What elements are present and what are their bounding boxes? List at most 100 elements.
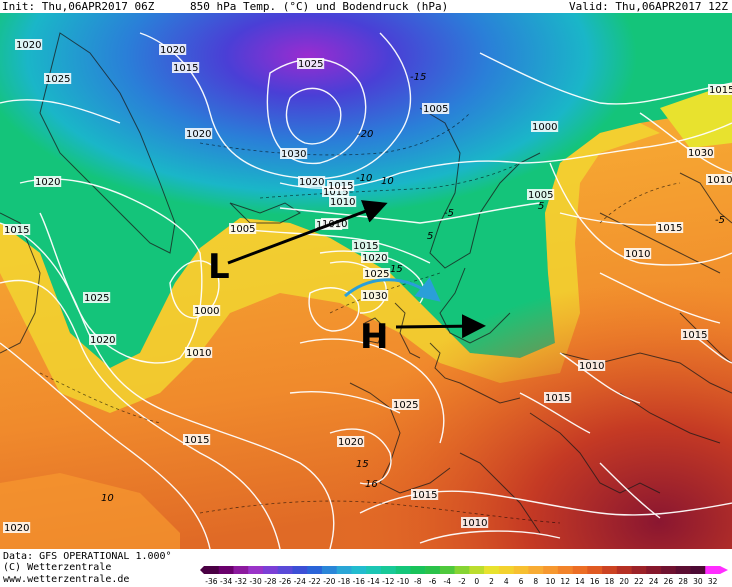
pressure-label-bg: [298, 176, 326, 187]
colorbar-swatch: [690, 566, 706, 574]
pressure-label: 1015: [4, 225, 29, 236]
weather-map: 1020102510151020102510301020101510051010…: [0, 13, 732, 549]
temperature-label: -5: [444, 208, 454, 219]
colorbar-swatch: [204, 566, 220, 574]
pressure-label-bg: [322, 186, 350, 197]
colorbar-swatch: [631, 566, 647, 574]
colorbar-swatch: [410, 566, 426, 574]
colorbar-tick-label: -30: [249, 577, 261, 586]
colorbar-tick-label: -26: [279, 577, 291, 586]
pressure-label-bg: [229, 223, 257, 234]
colorbar-tick-label: -34: [220, 577, 232, 586]
pressure-label-bg: [44, 73, 72, 84]
colorbar-swatch: [675, 566, 691, 574]
chart-title: 850 hPa Temp. (°C) und Bodendruck (hPa): [190, 0, 449, 13]
colorbar-swatch: [395, 566, 411, 574]
temperature-label: 5: [538, 201, 544, 212]
temperature-label: 10: [381, 176, 394, 187]
pressure-label-bg: [708, 84, 732, 95]
pressure-label-bg: [183, 434, 211, 445]
colorbar-tick-label: -36: [205, 577, 217, 586]
colorbar-swatch: [425, 566, 441, 574]
pressure-label: 1015: [173, 63, 198, 74]
pressure-label: 1010: [707, 175, 732, 186]
colorbar-tick-label: 20: [619, 577, 629, 586]
pressure-label-bg: [34, 176, 62, 187]
pressure-label-bg: [3, 522, 31, 533]
temperature-label: 15: [390, 264, 403, 275]
colorbar-labels: -36 -34 -32 -30 -28 -26 -24 -22 -20 -18 -16 -14 -12-…: [205, 577, 717, 586]
pressure-label: 1000: [532, 122, 557, 133]
colorbar-swatch: [616, 566, 632, 574]
colorbar-tick-label: -28: [264, 577, 276, 586]
pressure-label: 1015: [682, 330, 707, 341]
colorbar-tick-label: -24: [294, 577, 306, 586]
temperature-label: 15: [356, 459, 369, 470]
colorbar-tick-label: 30: [693, 577, 703, 586]
colorbar-swatch: [557, 566, 573, 574]
pressure-label-bg: [411, 489, 439, 500]
colorbar-tick-label: 10: [546, 577, 556, 586]
pressure-label: 1020: [338, 437, 363, 448]
colorbar-tick-label: -8: [414, 577, 422, 586]
pressure-label: 1010: [462, 518, 487, 529]
pressure-label: 1025: [298, 59, 323, 70]
pressure-label: 1015: [657, 223, 682, 234]
website-label: www.wetterzentrale.de: [3, 574, 130, 585]
pressure-label-bg: [185, 128, 213, 139]
temperature-label: -20: [357, 129, 373, 140]
colorbar-swatch: [498, 566, 514, 574]
cold-flow-arrow: [344, 277, 441, 302]
colorbar-tick-label: 22: [634, 577, 644, 586]
colorbar-swatches: [200, 566, 728, 574]
pressure-label: 1010: [330, 197, 355, 208]
temperature-labels: -20 -15 -10 -5 10 5 5 15 10 16 15 -5: [101, 72, 725, 504]
colorbar-swatch: [292, 566, 308, 574]
colorbar-tick-label: -10: [397, 577, 409, 586]
colorbar-tick-label: 16: [590, 577, 600, 586]
colorbar-swatch: [587, 566, 603, 574]
temperature-label: 5: [427, 231, 433, 242]
pressure-label-bg: [89, 334, 117, 345]
colorbar-tick-label: 24: [649, 577, 659, 586]
pressure-label-bg: [327, 180, 355, 191]
pressure-label-bg: [159, 44, 187, 55]
colorbar-max-arrow: [720, 566, 728, 574]
pressure-label: 1030: [688, 148, 713, 159]
pressure-label-bg: [329, 196, 357, 207]
colorbar-swatch: [646, 566, 662, 574]
colorbar-tick-label: 32: [708, 577, 718, 586]
pressure-label-bg: [544, 392, 572, 403]
colorbar-tick-label: -16: [353, 577, 365, 586]
pressure-label: 1010: [579, 361, 604, 372]
pressure-label-bg: [681, 329, 709, 340]
pressure-label: 1015: [412, 490, 437, 501]
colorbar-swatch: [321, 566, 337, 574]
pressure-label: 1010: [186, 348, 211, 359]
colorbar-tick-label: -14: [367, 577, 379, 586]
pressure-label-bg: [361, 252, 389, 263]
pressure-label-bg: [392, 399, 420, 410]
temperature-label: 10: [101, 493, 114, 504]
pressure-label-bg: [3, 224, 31, 235]
colorbar-tick-label: -4: [444, 577, 452, 586]
pressure-label: 1020: [90, 335, 115, 346]
colorbar-swatch: [602, 566, 618, 574]
colorbar-swatch: [248, 566, 264, 574]
pressure-label: 1020: [186, 129, 211, 140]
colorbar-swatch: [262, 566, 279, 574]
colorbar-swatch: [469, 566, 485, 574]
pressure-label-bg: [363, 268, 391, 279]
pressure-label-bg: [531, 121, 559, 132]
copyright-label: (C) Wetterzentrale: [3, 562, 112, 573]
colorbar-tick-label: 8: [533, 577, 538, 586]
colorbar-swatch: [233, 566, 249, 574]
pressure-label-bg: [15, 39, 43, 50]
colorbar-swatch: [366, 566, 382, 574]
colorbar-tick-label: 0: [474, 577, 479, 586]
pressure-label-bg: [687, 147, 715, 158]
pressure-label: 1020: [4, 523, 29, 534]
pressure-label-bg: [578, 360, 606, 371]
colorbar-swatch: [218, 566, 234, 574]
colorbar-tick-label: -18: [338, 577, 350, 586]
